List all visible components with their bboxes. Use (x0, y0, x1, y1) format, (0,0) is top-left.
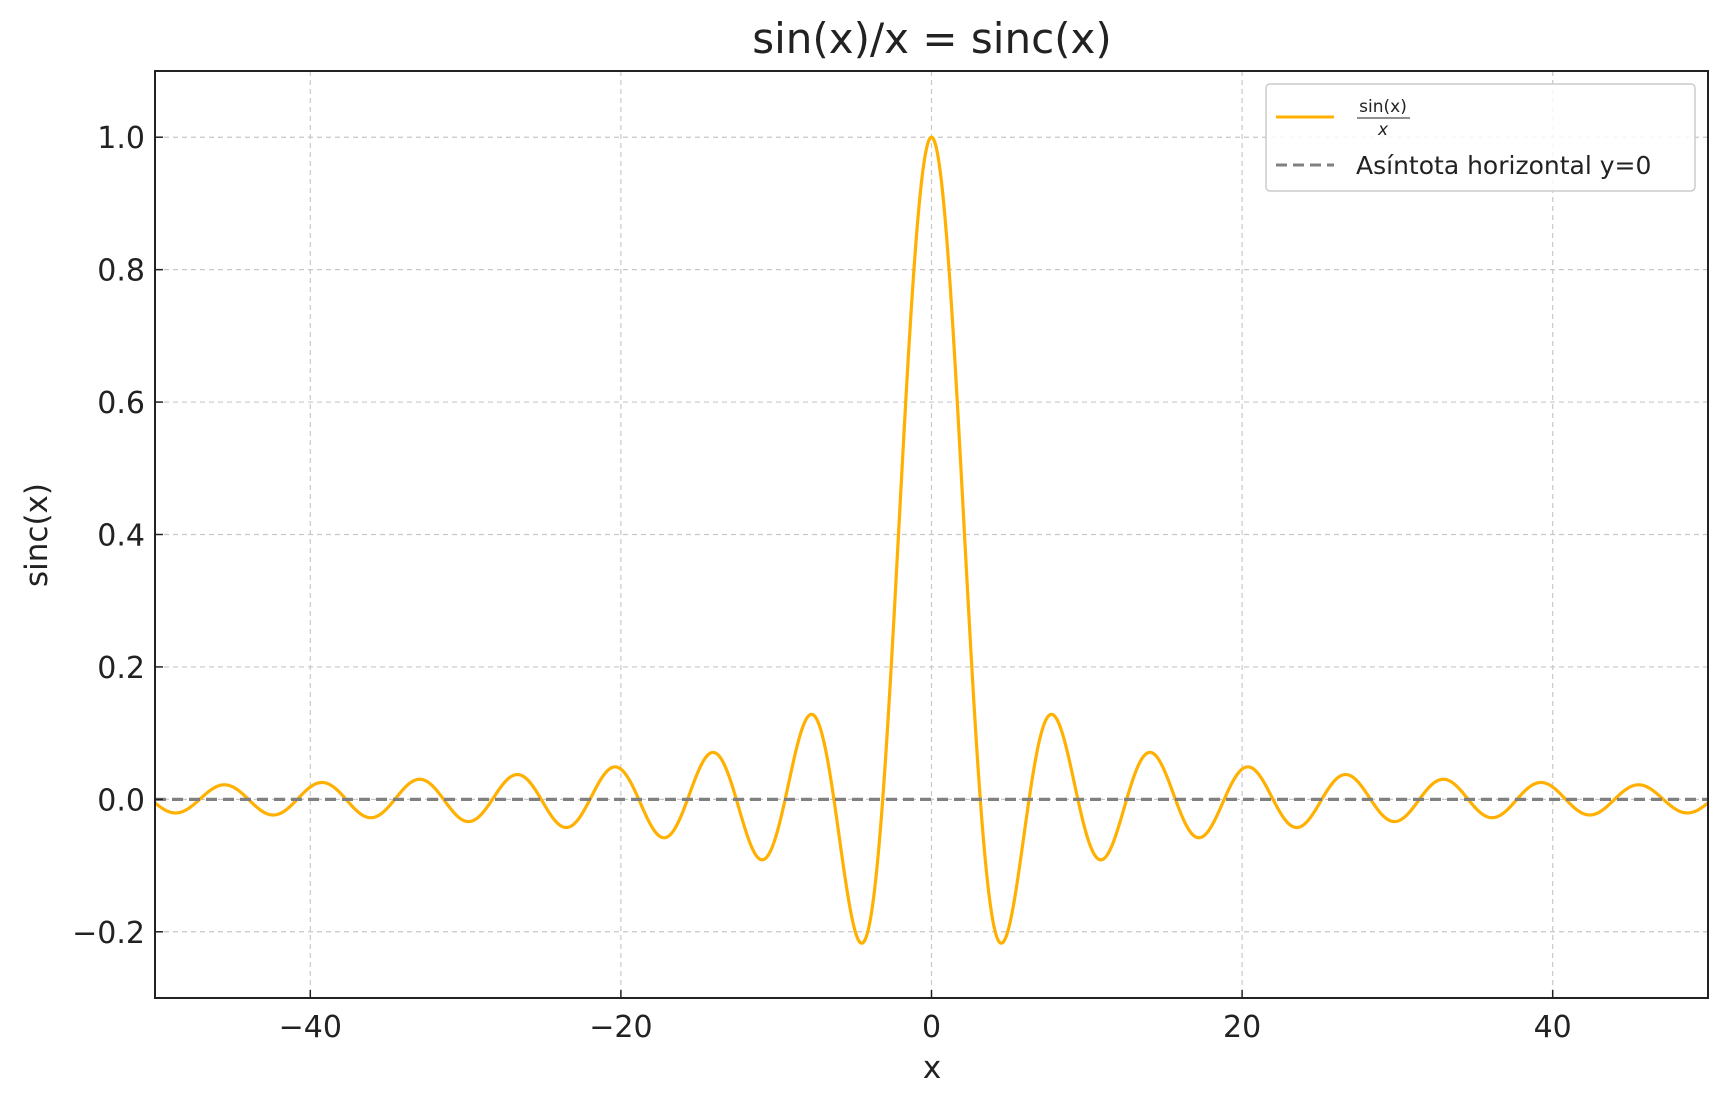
y-tick-label: 0.6 (97, 386, 145, 421)
series-layer (155, 135, 1708, 945)
x-tick-label: 20 (1223, 1010, 1261, 1045)
legend-box (1265, 83, 1696, 192)
y-tick-label: 0.0 (97, 783, 145, 818)
y-tick-label: −0.2 (72, 916, 145, 951)
y-tick-label: 1.0 (97, 121, 145, 156)
x-tick-label: −40 (279, 1010, 342, 1045)
grid (155, 71, 1708, 998)
ticks: −40 −20 0 20 40 −0.2 0.0 0.2 0.4 0.6 0.8 1.0 (72, 121, 1572, 1045)
legend: sin(x) x Asíntota horizontal y=0 (1265, 83, 1696, 192)
x-tick-label: −20 (589, 1010, 652, 1045)
y-tick-label: 0.2 (97, 651, 145, 686)
x-axis-label: x (923, 1050, 941, 1086)
chart-title: sin(x)/x = sinc(x) (752, 14, 1112, 63)
y-tick-label: 0.4 (97, 519, 145, 554)
x-tick-label: 0 (922, 1010, 941, 1045)
legend-label-sinc-denominator: x (1377, 120, 1389, 140)
y-axis-label: sinc(x) (19, 483, 55, 587)
legend-label-asymptote: Asíntota horizontal y=0 (1356, 151, 1651, 180)
y-tick-label: 0.8 (97, 254, 145, 289)
series-line-sinc (155, 135, 1708, 945)
legend-label-sinc-numerator: sin(x) (1359, 97, 1407, 117)
x-tick-label: 40 (1534, 1010, 1572, 1045)
